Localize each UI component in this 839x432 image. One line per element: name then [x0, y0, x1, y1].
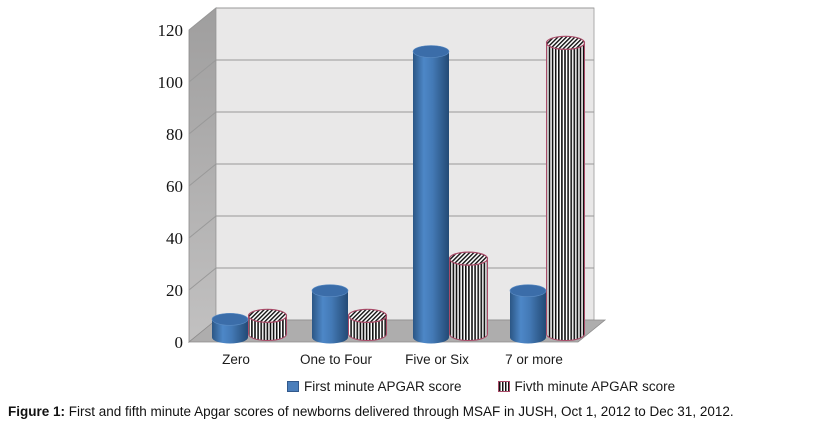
bar-fivth-minute-apgar-score-7-or-more [545, 35, 586, 341]
bar-first-minute-apgar-score-7-or-more [509, 284, 547, 344]
bar-fivth-minute-apgar-score-zero-top [247, 308, 288, 323]
figure-caption: Figure 1: First and fifth minute Apgar s… [8, 404, 836, 419]
legend: First minute APGAR score Fivth minute AP… [287, 379, 675, 394]
bar-fivth-minute-apgar-score-one-to-four [347, 308, 388, 341]
bar-first-minute-apgar-score-five-or-six-body [413, 51, 449, 344]
legend-label-fifth-minute: Fivth minute APGAR score [514, 379, 676, 394]
legend-label-first-minute: First minute APGAR score [304, 379, 462, 394]
legend-item-fifth-minute: Fivth minute APGAR score [497, 379, 676, 394]
bar-first-minute-apgar-score-zero-top [211, 312, 249, 326]
bar-fivth-minute-apgar-score-zero [247, 308, 288, 341]
bar-first-minute-apgar-score-one-to-four-body [312, 290, 348, 344]
apgar-3d-bar-chart: 0 20 40 60 80 100 120 Zero One to Four Five or S… [158, 7, 607, 367]
y-tick-label-100: 100 [158, 73, 184, 92]
sidewall-gridline-40 [188, 215, 217, 239]
figure-caption-label: Figure 1: [8, 404, 66, 419]
y-tick-label-120: 120 [158, 21, 184, 40]
x-category-label-one-to-four: One to Four [300, 352, 373, 367]
bar-fivth-minute-apgar-score-7-or-more-body [546, 42, 585, 341]
legend-item-first-minute: First minute APGAR score [287, 379, 462, 394]
bar-first-minute-apgar-score-one-to-four-top [311, 284, 349, 298]
bar-fivth-minute-apgar-score-five-or-six-top [448, 251, 489, 266]
gridlines [188, 7, 594, 291]
bar-fivth-minute-apgar-score-five-or-six [448, 251, 489, 341]
bar-first-minute-apgar-score-zero [211, 312, 249, 344]
y-tick-label-40: 40 [166, 229, 183, 248]
y-axis-tick-labels: 0 20 40 60 80 100 120 [158, 21, 184, 352]
legend-swatch-striped-icon [497, 381, 510, 392]
x-category-label-zero: Zero [222, 352, 250, 367]
x-category-label-7-or-more: 7 or more [505, 352, 563, 367]
sidewall-gridline-80 [188, 111, 217, 135]
sidewall-gridline-60 [188, 163, 217, 187]
x-category-label-five-or-six: Five or Six [405, 352, 469, 367]
bar-series [211, 35, 586, 344]
bar-fivth-minute-apgar-score-one-to-four-top [347, 308, 388, 323]
y-tick-label-80: 80 [166, 125, 183, 144]
bar-first-minute-apgar-score-7-or-more-body [510, 290, 546, 344]
bar-fivth-minute-apgar-score-five-or-six-body [449, 258, 488, 341]
bar-first-minute-apgar-score-five-or-six [412, 45, 450, 344]
sidewall-gridline-20 [188, 267, 217, 291]
bar-first-minute-apgar-score-zero-body [212, 319, 248, 344]
bar-fivth-minute-apgar-score-7-or-more-top [545, 35, 586, 50]
sidewall-gridline-100 [188, 59, 217, 83]
bar-first-minute-apgar-score-one-to-four [311, 284, 349, 344]
y-tick-label-60: 60 [166, 177, 183, 196]
legend-swatch-solid-blue-icon [287, 381, 299, 392]
sidewall-gridline-120 [188, 7, 217, 31]
bar-first-minute-apgar-score-five-or-six-top [412, 45, 450, 58]
y-tick-label-0: 0 [175, 333, 184, 352]
bar-first-minute-apgar-score-7-or-more-top [509, 284, 547, 298]
figure-caption-text: First and fifth minute Apgar scores of n… [65, 404, 734, 419]
y-tick-label-20: 20 [166, 281, 183, 300]
x-axis-category-labels: Zero One to Four Five or Six 7 or more [222, 352, 563, 367]
